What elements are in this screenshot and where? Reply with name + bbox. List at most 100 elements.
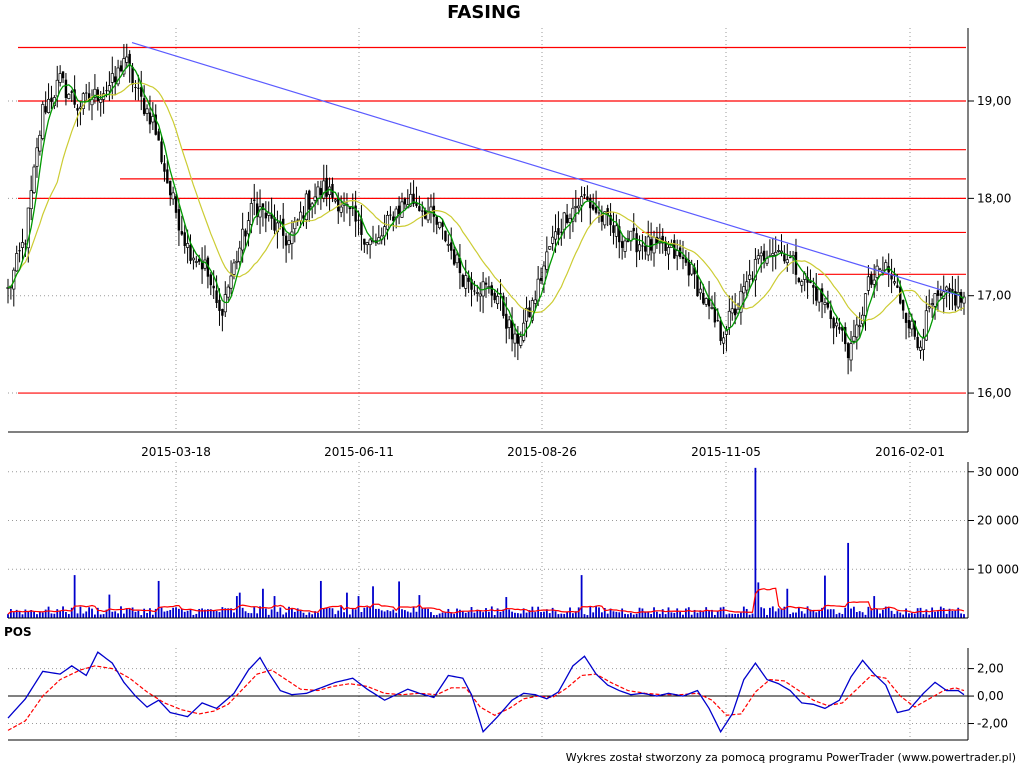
x-tick-label: 2015-08-26 (507, 445, 577, 459)
volume-bar (916, 608, 919, 618)
volume-bar (638, 607, 641, 618)
price-candle-body (724, 330, 728, 335)
price-candle-body (35, 147, 39, 167)
x-tick-label: 2015-03-18 (141, 445, 211, 459)
price-candle-body (594, 207, 598, 213)
price-candle-body (921, 336, 925, 350)
volume-bar (774, 611, 777, 618)
price-candle-body (151, 116, 155, 123)
volume-bar (114, 611, 117, 618)
price-candle-body (783, 254, 786, 262)
volume-bar (699, 610, 702, 618)
price-candle-body (678, 247, 682, 258)
price-candle-body (458, 257, 462, 274)
price-candle-body (742, 286, 746, 294)
volume-bar (687, 607, 690, 618)
volume-bar (569, 607, 571, 618)
price-candle-body (499, 292, 502, 295)
price-candle-body (551, 236, 555, 244)
price-candle-body (768, 255, 772, 257)
price-candle-body (180, 231, 184, 235)
volume-bar (435, 614, 438, 618)
price-candle-body (846, 343, 850, 359)
volume-bar (881, 609, 884, 618)
volume-bar (427, 608, 429, 618)
volume-bar (740, 612, 742, 618)
volume-bar (528, 610, 531, 618)
x-tick-label: 2016-02-01 (875, 445, 945, 459)
price-candle-body (226, 286, 230, 298)
volume-bar (777, 608, 780, 618)
price-candle-body (878, 268, 882, 270)
volume-bar (175, 607, 177, 618)
price-candle-body (200, 261, 204, 270)
volume-bar (615, 611, 618, 618)
volume-bar (154, 608, 157, 618)
slow-moving-average-line (7, 82, 965, 322)
volume-bar (79, 606, 82, 618)
price-candle-body (55, 79, 59, 97)
price-candle-body (337, 197, 340, 212)
price-candle-body (844, 327, 847, 345)
volume-bar (612, 611, 615, 618)
price-candle-body (467, 277, 470, 282)
price-candle-body (290, 231, 294, 244)
volume-bar (149, 608, 151, 618)
price-candle-body (38, 134, 42, 152)
pos-indicator-line (7, 651, 965, 734)
price-candle-body (325, 177, 328, 197)
price-candle-body (475, 292, 479, 294)
price-candle-body (505, 313, 508, 329)
x-tick-label: 2015-06-11 (324, 445, 394, 459)
price-candle-body (134, 86, 137, 88)
price-candle-body (519, 336, 523, 346)
volume-bar (88, 607, 91, 618)
price-candle-body (304, 193, 308, 220)
price-candle-body (198, 258, 201, 262)
volume-bar (505, 597, 508, 618)
volume-bar (722, 606, 725, 618)
volume-bar (456, 608, 458, 618)
volume-bar (896, 611, 899, 618)
volume-bar (447, 608, 450, 618)
price-candle-body (441, 222, 444, 227)
volume-bar (609, 608, 612, 618)
volume-bar (354, 609, 357, 618)
price-candle-body (696, 275, 699, 297)
price-candle-body (948, 287, 951, 293)
volume-bar (432, 615, 435, 618)
price-candle-body (415, 202, 418, 206)
price-candle-body (455, 254, 459, 264)
volume-bar (557, 614, 560, 618)
price-candle-body (313, 196, 317, 201)
volume-bar (334, 614, 337, 618)
volume-bar (554, 611, 557, 618)
price-candle-body (360, 218, 363, 235)
volume-bar (508, 609, 511, 618)
price-candle-body (328, 186, 332, 195)
price-candle-body (44, 106, 47, 113)
price-candle-body (116, 67, 120, 85)
volume-bar (861, 612, 864, 618)
volume-bar (809, 609, 812, 618)
price-candle-body (516, 333, 520, 344)
volume-bar (201, 608, 203, 618)
price-candle-body (748, 274, 752, 280)
volume-bar (592, 612, 595, 618)
volume-bar (73, 575, 76, 618)
price-candle-body (157, 131, 160, 141)
volume-bar (945, 613, 948, 618)
price-candle-body (409, 194, 413, 207)
volume-bar (340, 606, 343, 618)
volume-bar (50, 613, 53, 618)
volume-bar (430, 612, 432, 618)
price-candle-body (834, 322, 839, 327)
price-candle-body (64, 79, 68, 98)
price-candle-body (890, 274, 893, 280)
price-candle-body (637, 244, 642, 252)
price-candle-body (751, 278, 754, 280)
price-candle-body (261, 203, 265, 210)
volume-bar (160, 607, 163, 618)
volume-bar (641, 608, 644, 618)
price-candle-body (528, 307, 531, 318)
